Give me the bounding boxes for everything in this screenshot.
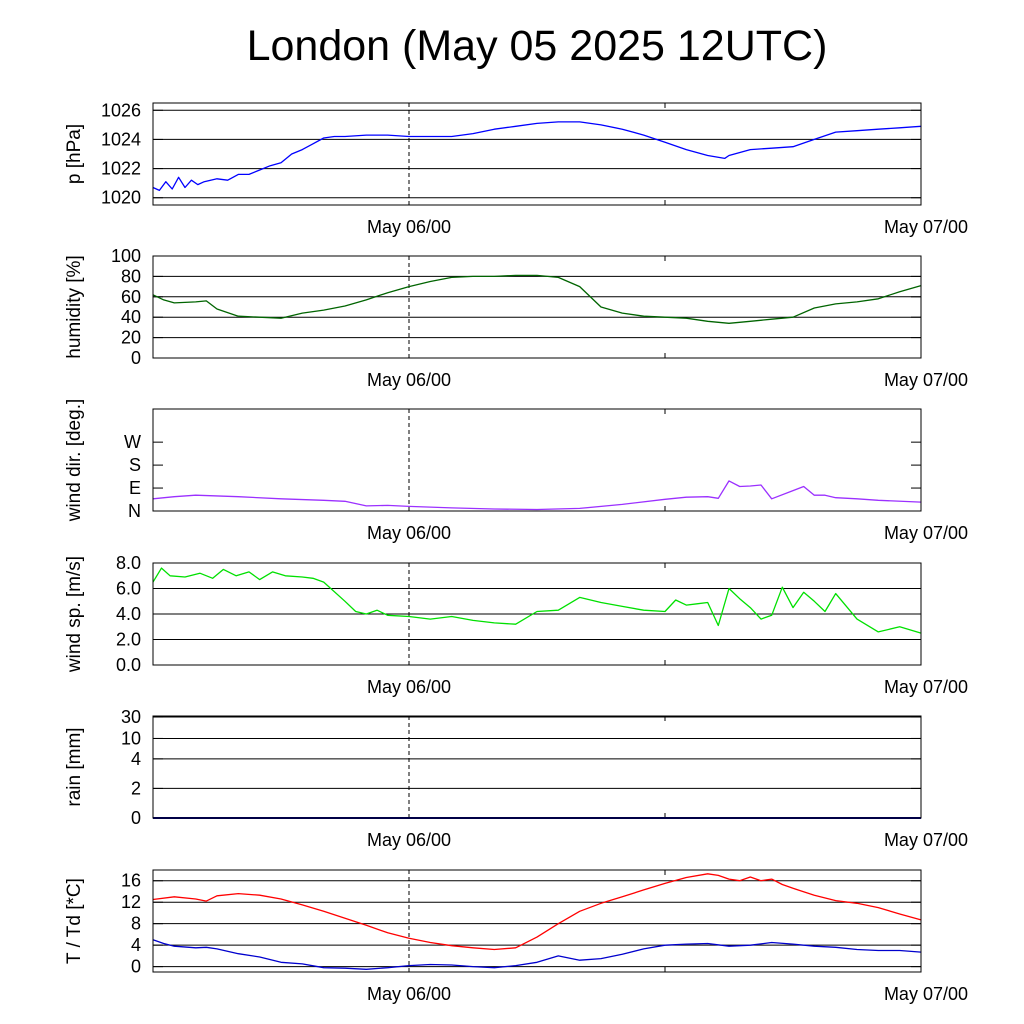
y-tick-label: W xyxy=(124,432,141,452)
y-tick-label: 16 xyxy=(121,871,141,891)
x-tick-label: May 07/00 xyxy=(884,217,968,237)
y-tick-label: 4.0 xyxy=(116,604,141,624)
x-tick-label: May 06/00 xyxy=(367,370,451,390)
y-tick-label: 80 xyxy=(121,266,141,286)
y-axis-label: humidity [%] xyxy=(64,255,85,358)
y-tick-label: E xyxy=(129,478,141,498)
y-tick-label: 6.0 xyxy=(116,579,141,599)
y-axis-label: wind dir. [deg.] xyxy=(64,399,85,523)
y-axis-label: T / Td [*C] xyxy=(64,878,85,964)
x-tick-label: May 07/00 xyxy=(884,370,968,390)
y-tick-label: 1024 xyxy=(101,129,141,149)
plot-frame xyxy=(152,562,922,666)
y-axis-label: wind sp. [m/s] xyxy=(64,556,85,673)
y-tick-label: 4 xyxy=(131,935,141,955)
x-tick-label: May 07/00 xyxy=(884,830,968,850)
plot-frame xyxy=(152,255,922,359)
panel-3: 0.0 2.0 4.0 6.0 8.0 May 06/00 May 07/00 wind sp… xyxy=(64,553,968,697)
x-tick-label: May 06/00 xyxy=(367,523,451,543)
y-tick-label: S xyxy=(129,455,141,475)
x-tick-label: May 06/00 xyxy=(367,830,451,850)
series-line-0 xyxy=(152,121,922,192)
panel-0: 1020 1022 1024 1026 May 06/00 May 07/00 p [hPa… xyxy=(64,100,968,237)
x-tick-label: May 07/00 xyxy=(884,677,968,697)
y-tick-label: 0 xyxy=(131,348,141,368)
y-tick-label: 12 xyxy=(121,892,141,912)
y-tick-label: 10 xyxy=(121,728,141,748)
plot-frame xyxy=(152,408,922,512)
y-tick-label: 1020 xyxy=(101,188,141,208)
y-tick-label: 0 xyxy=(131,808,141,828)
series-line-0 xyxy=(152,480,922,511)
chart-title: London (May 05 2025 12UTC) xyxy=(246,22,828,70)
y-axis-label: rain [mm] xyxy=(64,727,85,806)
x-tick-label: May 06/00 xyxy=(367,984,451,1004)
x-tick-label: May 07/00 xyxy=(884,523,968,543)
y-tick-label: 40 xyxy=(121,307,141,327)
y-tick-label: 4 xyxy=(131,749,141,769)
plot-frame xyxy=(152,869,922,973)
y-tick-label: 2 xyxy=(131,778,141,798)
y-tick-label: 30 xyxy=(121,707,141,727)
series-line-0 xyxy=(152,567,922,634)
y-tick-label: 0.0 xyxy=(116,655,141,675)
y-axis-label: p [hPa] xyxy=(64,124,85,184)
x-tick-label: May 06/00 xyxy=(367,217,451,237)
y-tick-label: 60 xyxy=(121,287,141,307)
y-tick-label: N xyxy=(128,501,141,521)
y-tick-label: 8 xyxy=(131,914,141,934)
series-line-0 xyxy=(152,873,922,951)
y-tick-label: 1026 xyxy=(101,100,141,120)
y-tick-label: 100 xyxy=(111,246,141,266)
x-tick-label: May 07/00 xyxy=(884,984,968,1004)
y-tick-label: 0 xyxy=(131,957,141,977)
y-tick-label: 20 xyxy=(121,328,141,348)
plot-frame xyxy=(152,715,922,819)
series-line-0 xyxy=(152,274,922,324)
y-tick-label: 1022 xyxy=(101,159,141,179)
x-tick-label: May 06/00 xyxy=(367,677,451,697)
y-tick-label: 8.0 xyxy=(116,553,141,573)
y-tick-label: 2.0 xyxy=(116,630,141,650)
series-line-1 xyxy=(152,939,922,970)
plot-frame xyxy=(152,102,922,206)
